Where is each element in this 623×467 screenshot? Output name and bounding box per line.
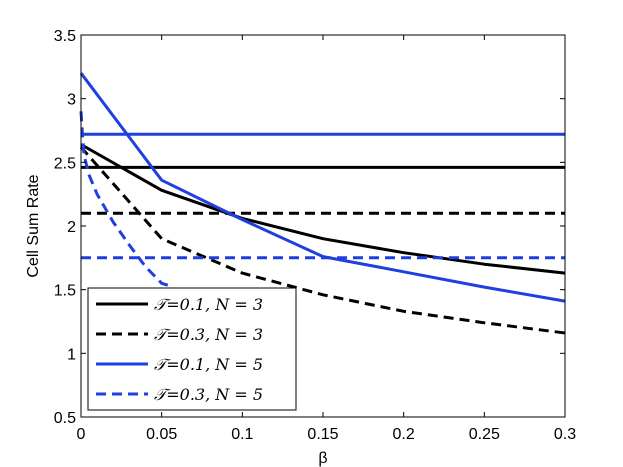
y-tick-label: 2 [67,219,76,236]
y-tick-label: 3 [67,92,76,109]
series-1-line-2 [80,143,566,275]
y-tick-label: 1.5 [54,283,76,300]
legend-label-3: 𝒯=0.1, N = 5 [154,355,263,374]
x-tick-label: 0.15 [307,426,338,443]
y-axis-label: Cell Sum Rate [25,174,42,277]
x-tick-label: 0.2 [393,426,415,443]
y-tick-label: 1 [67,346,76,363]
y-tick-label: 0.5 [54,410,76,427]
y-axis-ticks: 0.5 1 1.5 2 2.5 3 3.5 [54,28,565,427]
legend-label-2: 𝒯=0.3, N = 3 [154,325,263,344]
series-2-line-2 [79,146,566,335]
legend: 𝒯=0.1, N = 3 𝒯=0.3, N = 3 𝒯=0.1, N = 5 𝒯=0.… [87,287,297,411]
x-tick-label: 0.3 [554,426,576,443]
series-4-line-2 [79,111,171,288]
x-tick-label: 0.25 [469,426,500,443]
x-tick-label: 0 [77,426,86,443]
x-tick-label: 0.1 [231,426,253,443]
y-tick-label: 2.5 [54,155,76,172]
legend-label-1: 𝒯=0.1, N = 3 [154,295,263,314]
x-axis-label: β [318,450,327,467]
x-tick-label: 0.05 [146,426,177,443]
x-axis-ticks: 0 0.05 0.1 0.15 0.2 0.25 0.3 [77,35,576,443]
series-curves [79,72,566,335]
legend-label-4: 𝒯=0.3, N = 5 [154,385,263,404]
legend-box [87,287,297,411]
y-tick-label: 3.5 [54,28,76,45]
